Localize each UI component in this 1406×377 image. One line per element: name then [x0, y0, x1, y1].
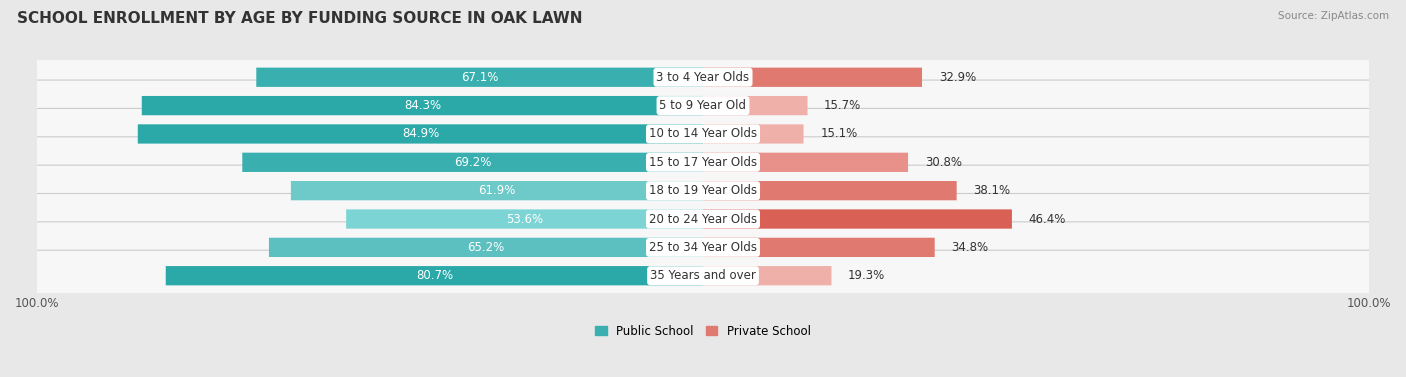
- Text: 15.7%: 15.7%: [824, 99, 862, 112]
- FancyBboxPatch shape: [34, 109, 1372, 159]
- FancyBboxPatch shape: [703, 266, 831, 285]
- FancyBboxPatch shape: [34, 52, 1372, 103]
- FancyBboxPatch shape: [34, 80, 1372, 131]
- Text: 35 Years and over: 35 Years and over: [650, 269, 756, 282]
- Text: 18 to 19 Year Olds: 18 to 19 Year Olds: [650, 184, 756, 197]
- FancyBboxPatch shape: [34, 193, 1372, 245]
- Text: 67.1%: 67.1%: [461, 71, 498, 84]
- FancyBboxPatch shape: [34, 165, 1372, 216]
- Text: 53.6%: 53.6%: [506, 213, 543, 225]
- FancyBboxPatch shape: [34, 222, 1372, 273]
- Text: 15 to 17 Year Olds: 15 to 17 Year Olds: [650, 156, 756, 169]
- Text: Source: ZipAtlas.com: Source: ZipAtlas.com: [1278, 11, 1389, 21]
- FancyBboxPatch shape: [242, 153, 703, 172]
- Text: 3 to 4 Year Olds: 3 to 4 Year Olds: [657, 71, 749, 84]
- FancyBboxPatch shape: [703, 153, 908, 172]
- FancyBboxPatch shape: [166, 266, 703, 285]
- Text: 19.3%: 19.3%: [848, 269, 886, 282]
- FancyBboxPatch shape: [138, 124, 703, 144]
- FancyBboxPatch shape: [256, 67, 703, 87]
- Text: 15.1%: 15.1%: [820, 127, 858, 141]
- Text: 5 to 9 Year Old: 5 to 9 Year Old: [659, 99, 747, 112]
- Text: SCHOOL ENROLLMENT BY AGE BY FUNDING SOURCE IN OAK LAWN: SCHOOL ENROLLMENT BY AGE BY FUNDING SOUR…: [17, 11, 582, 26]
- Text: 84.9%: 84.9%: [402, 127, 439, 141]
- Text: 38.1%: 38.1%: [973, 184, 1011, 197]
- FancyBboxPatch shape: [703, 181, 956, 200]
- Text: 61.9%: 61.9%: [478, 184, 516, 197]
- Text: 84.3%: 84.3%: [404, 99, 441, 112]
- Text: 34.8%: 34.8%: [952, 241, 988, 254]
- FancyBboxPatch shape: [703, 209, 1012, 229]
- FancyBboxPatch shape: [703, 67, 922, 87]
- Legend: Public School, Private School: Public School, Private School: [595, 325, 811, 338]
- FancyBboxPatch shape: [346, 209, 703, 229]
- FancyBboxPatch shape: [291, 181, 703, 200]
- Text: 25 to 34 Year Olds: 25 to 34 Year Olds: [650, 241, 756, 254]
- Text: 10 to 14 Year Olds: 10 to 14 Year Olds: [650, 127, 756, 141]
- Text: 30.8%: 30.8%: [925, 156, 962, 169]
- FancyBboxPatch shape: [142, 96, 703, 115]
- Text: 32.9%: 32.9%: [939, 71, 976, 84]
- FancyBboxPatch shape: [34, 250, 1372, 301]
- FancyBboxPatch shape: [34, 137, 1372, 188]
- Text: 46.4%: 46.4%: [1029, 213, 1066, 225]
- FancyBboxPatch shape: [703, 238, 935, 257]
- FancyBboxPatch shape: [703, 96, 807, 115]
- Text: 20 to 24 Year Olds: 20 to 24 Year Olds: [650, 213, 756, 225]
- Text: 69.2%: 69.2%: [454, 156, 491, 169]
- FancyBboxPatch shape: [269, 238, 703, 257]
- Text: 65.2%: 65.2%: [467, 241, 505, 254]
- FancyBboxPatch shape: [703, 124, 803, 144]
- Text: 80.7%: 80.7%: [416, 269, 453, 282]
